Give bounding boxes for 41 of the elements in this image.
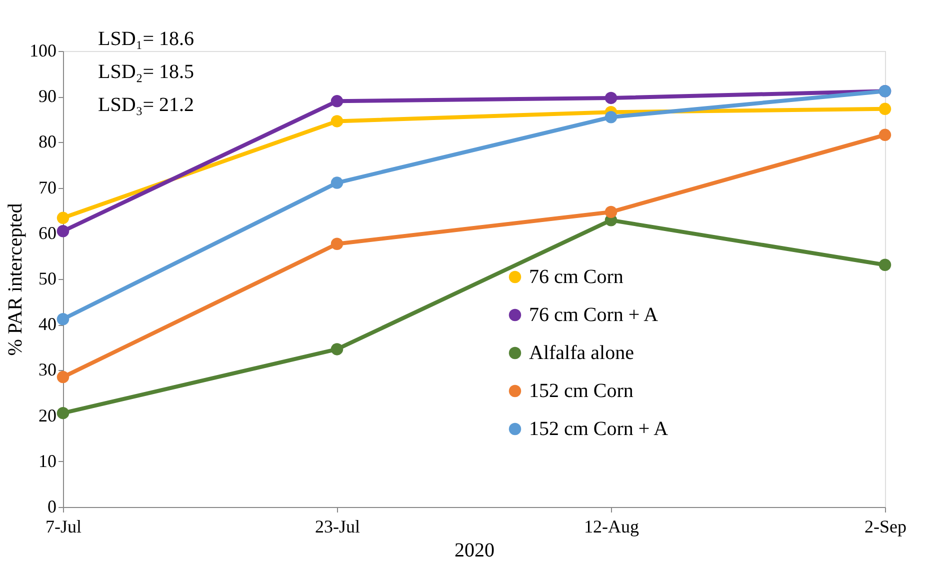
y-tick-label: 60 <box>38 222 56 243</box>
point <box>878 102 892 116</box>
y-tick-label: 10 <box>38 450 56 471</box>
y-tick-label: 70 <box>38 177 56 198</box>
x-tick-label: 23-Jul <box>315 516 360 536</box>
text: LSD₁= 18.6 <box>98 28 194 50</box>
y-tick-label: 90 <box>38 86 56 106</box>
point <box>330 95 344 108</box>
y-tick-label: 0 <box>48 496 56 516</box>
x-axis-title: 2020 <box>454 540 494 562</box>
point <box>56 370 70 384</box>
point <box>878 258 892 271</box>
point <box>878 128 892 142</box>
point <box>604 206 618 218</box>
y-tick-label: 40 <box>38 314 56 334</box>
point <box>56 406 70 420</box>
y-tick-label: 50 <box>38 268 56 288</box>
y-axis-title: % PAR intercepted <box>4 203 26 356</box>
y-tick-label: 30 <box>38 360 56 380</box>
point <box>330 176 344 189</box>
y-tick-label: 100 <box>30 40 56 60</box>
y-tick-label: 80 <box>38 132 56 152</box>
x-tick-label: 7-Jul <box>46 516 82 536</box>
point <box>56 225 70 238</box>
legend-label: Alfalfa alone <box>529 342 634 364</box>
legend-label: 152 cm Corn <box>529 380 634 402</box>
point <box>56 313 70 326</box>
point <box>330 115 344 128</box>
y-tick-label: 20 <box>38 405 56 426</box>
legend-label: 152 cm Corn + A <box>529 418 669 440</box>
x-tick-label: 12-Aug <box>584 516 639 536</box>
annotation: LSD₃= 21.2 <box>98 94 194 116</box>
point <box>330 343 344 356</box>
legend-label: 76 cm Corn <box>529 266 624 288</box>
legend-label: 76 cm Corn + A <box>529 304 659 326</box>
point <box>56 212 70 224</box>
point <box>330 238 344 250</box>
x-tick-label: 2-Sep <box>864 516 906 536</box>
point <box>604 111 618 124</box>
point <box>604 92 618 104</box>
annotation: LSD₂= 18.5 <box>98 61 194 83</box>
